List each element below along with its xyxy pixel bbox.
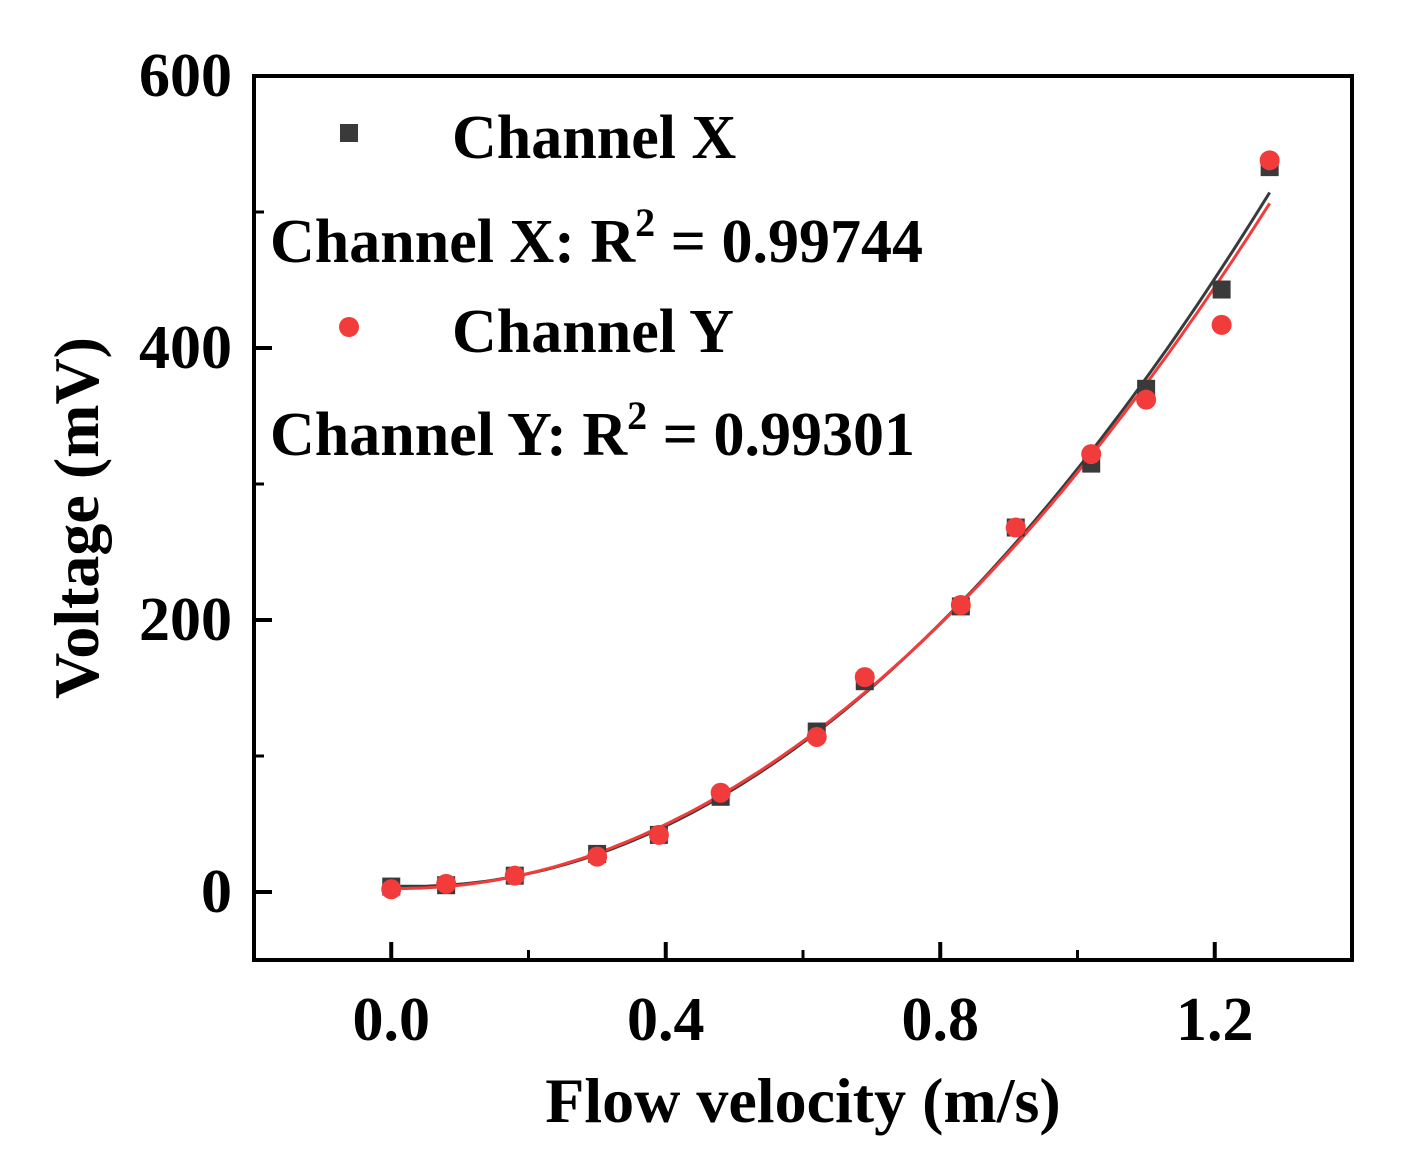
legend-label-channel-y: Channel Y (452, 298, 734, 366)
data-point-channel-y (587, 846, 608, 867)
fit-value-x: = 0.99744 (655, 208, 923, 276)
data-point-channel-y (1081, 444, 1102, 465)
data-point-channel-y (1005, 517, 1026, 538)
axis-ticks (254, 74, 1217, 960)
x-axis-title: Flow velocity (m/s) (545, 1065, 1060, 1136)
x-tick-label: 0.8 (902, 986, 980, 1054)
data-point-channel-y (1211, 314, 1232, 335)
legend-fit-channel-x: Channel X: R2 = 0.99744 (270, 200, 923, 276)
x-tick-label: 0.4 (627, 986, 705, 1054)
legend-label-channel-x: Channel X (452, 104, 736, 172)
legend-fit-channel-y: Channel Y: R2 = 0.99301 (270, 393, 915, 469)
x-tick-label: 1.2 (1176, 986, 1254, 1054)
fit-label-y: Channel Y: R (270, 401, 628, 469)
data-point-channel-y (950, 595, 971, 616)
data-point-channel-y (381, 879, 402, 900)
y-axis-title: Voltage (mV) (41, 337, 112, 699)
data-point-channel-y (504, 865, 525, 886)
legend-marker-channel-y (339, 317, 359, 337)
legend: Channel X Channel X: R2 = 0.99744 Channe… (270, 104, 923, 469)
data-point-channel-x (1212, 280, 1231, 299)
fit-sup-x: 2 (635, 200, 655, 245)
fit-curves (391, 191, 1271, 890)
y-tick-label: 400 (139, 314, 232, 382)
x-tick-label: 0.0 (353, 986, 431, 1054)
y-tick-label: 600 (139, 42, 232, 110)
axis-tick-labels: 0.0 0.4 0.8 1.2 0 200 400 600 (139, 42, 1254, 1054)
fit-label-x: Channel X: R (270, 208, 636, 276)
data-point-channel-y (1259, 150, 1280, 171)
data-point-channel-y (854, 667, 875, 688)
legend-marker-channel-x (340, 124, 358, 142)
y-tick-label: 200 (139, 586, 232, 654)
data-point-channel-y (1136, 389, 1157, 410)
data-point-channel-y (436, 873, 457, 894)
data-point-channel-y (648, 824, 669, 845)
data-point-channel-y (710, 782, 731, 803)
data-point-channel-y (806, 726, 827, 747)
y-tick-label: 0 (201, 858, 232, 926)
data-markers (381, 150, 1280, 900)
fit-value-y: = 0.99301 (647, 401, 915, 469)
fit-curve-channel-x (391, 191, 1271, 888)
fit-curve-channel-y (391, 202, 1271, 890)
fit-sup-y: 2 (627, 393, 647, 438)
